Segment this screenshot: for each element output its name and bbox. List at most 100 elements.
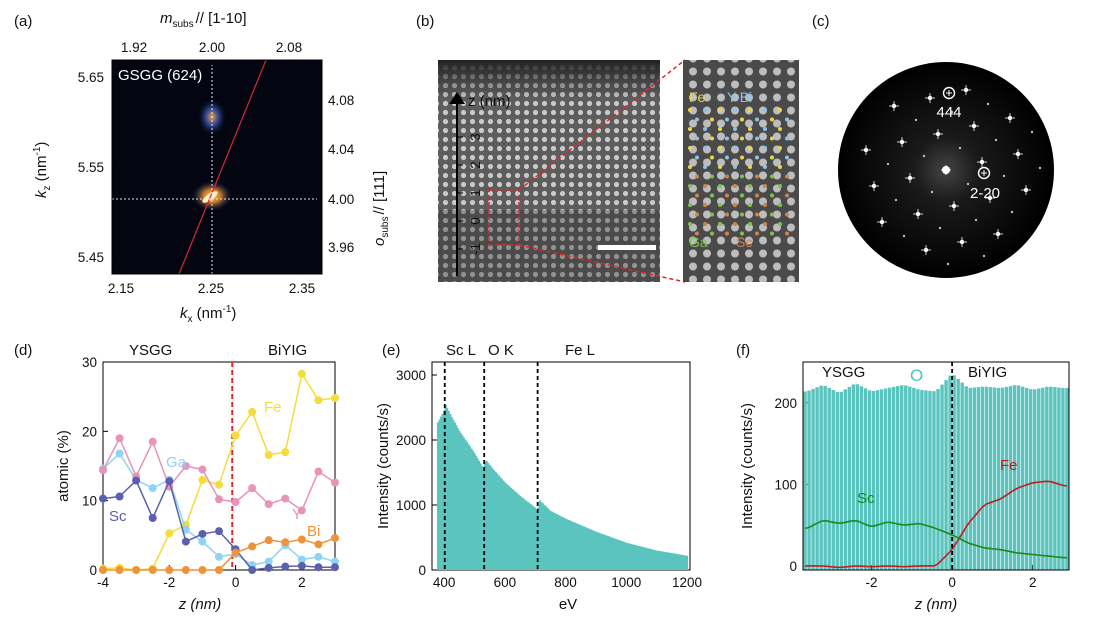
atom-dot <box>688 203 692 207</box>
spectrum-bar <box>453 422 456 570</box>
bottom-tick-label: 2.25 <box>198 281 224 296</box>
fft-spot-weak <box>946 262 950 266</box>
spectrum-bar <box>594 531 598 570</box>
series-point-bi <box>297 535 306 544</box>
atom-dot <box>718 165 722 169</box>
atom-dot <box>695 193 699 198</box>
series-point-fe <box>331 394 339 403</box>
atom-dot <box>725 193 729 198</box>
atom-dot <box>703 165 707 169</box>
spectrum-bar <box>546 507 549 570</box>
series-point-y <box>331 478 339 487</box>
spectrum-bar <box>622 541 625 570</box>
rsm-relaxation-line <box>178 59 267 275</box>
spectrum-bar <box>500 478 503 570</box>
y-tick-label: 0 <box>89 563 97 578</box>
series-point-fe <box>314 396 323 405</box>
region-right: BiYIG <box>268 342 307 359</box>
spectrum-bar <box>461 435 464 570</box>
legend-label-bi: Bi <box>307 523 320 540</box>
spectrum-bar <box>608 536 611 570</box>
spectrum-bar <box>611 537 614 570</box>
atom-dot <box>748 127 752 131</box>
o-profile-bar <box>908 386 912 570</box>
o-profile-bar <box>1033 389 1037 570</box>
x-tick-label: 800 <box>554 575 577 590</box>
spectrum-bar <box>467 444 470 570</box>
o-profile-bar <box>1061 387 1065 570</box>
spectrum-bar <box>518 495 522 570</box>
fft-spots <box>861 85 1042 266</box>
series-point-ga <box>314 552 323 561</box>
atom-dot <box>778 146 782 150</box>
y-tick-label: 100 <box>774 477 797 492</box>
left-tick-label: 5.55 <box>78 160 104 175</box>
spectrum-bar <box>623 542 626 570</box>
o-profile-bar <box>851 384 856 570</box>
atom-dot <box>785 155 789 160</box>
y-tick-label: 200 <box>774 396 797 411</box>
spectrum-bar <box>603 534 607 570</box>
series-point-ga <box>297 555 306 564</box>
spectrum-bar <box>646 548 649 570</box>
fft-spot-weak <box>922 154 926 158</box>
spectrum-bar <box>547 509 550 570</box>
atom-dot <box>748 222 752 226</box>
series-point-y <box>215 495 223 504</box>
spectrum-bar <box>640 546 643 570</box>
o-profile-bar <box>980 386 985 570</box>
o-profile-bar <box>1037 388 1041 570</box>
atom-dot <box>703 127 707 131</box>
spectrum-bar <box>632 544 635 570</box>
o-profile-bar <box>867 390 872 570</box>
atom-dot <box>718 203 722 207</box>
series-point-ga <box>331 557 339 566</box>
series-point-ga <box>198 537 207 546</box>
o-profile-bar <box>936 389 940 570</box>
spectrum-bar <box>474 455 478 570</box>
spectrum-bar <box>476 458 479 570</box>
panel-a-label: (a) <box>14 13 32 30</box>
spectrum-bar <box>438 419 441 570</box>
rsm-top-axis: 1.92 2.00 2.08 msubs// [1-10] <box>121 10 302 65</box>
spectrum-bar <box>676 554 679 570</box>
fft-spot-weak <box>938 226 942 230</box>
spectrum-bar <box>657 550 660 570</box>
spectrum-bar <box>637 545 640 570</box>
o-profile-bar <box>976 387 981 570</box>
atom-dot <box>748 203 752 207</box>
spectrum-bar <box>491 468 494 570</box>
spectrum-bar <box>508 486 511 570</box>
series-point-bi <box>281 538 290 547</box>
profile-label-sc: Sc <box>857 490 875 507</box>
spectrum-bar <box>576 523 579 570</box>
o-profile-bar <box>887 387 892 570</box>
zoom-box <box>488 189 520 246</box>
y-tick-label: 2000 <box>396 433 426 448</box>
spectrum-bar <box>517 494 520 570</box>
atom-dot <box>770 174 774 179</box>
e-xlabel: eV <box>559 596 577 613</box>
spectrum-bar <box>559 516 563 570</box>
spectrum-bar <box>591 530 594 570</box>
spectrum-bar <box>535 510 538 570</box>
x-tick-label: 1000 <box>611 575 641 590</box>
fft-spot-weak <box>902 234 906 238</box>
series-point-bi <box>115 566 124 574</box>
atom-dot <box>778 165 782 169</box>
spectrum-bar <box>575 523 578 570</box>
panel-d-label: (d) <box>14 342 32 359</box>
o-profile-bar <box>847 386 852 570</box>
series-point-bi <box>165 566 174 574</box>
panel-c: (c) 444 2-20 <box>812 13 1055 282</box>
atom-dot <box>733 108 737 112</box>
series-point-y <box>148 437 157 446</box>
series-point-y <box>231 498 240 507</box>
spectrum-bar <box>619 540 622 570</box>
spectrum-bar <box>667 552 670 570</box>
o-profile-bar <box>883 388 888 570</box>
spectrum-bar <box>512 490 516 570</box>
atom-dot <box>733 127 737 131</box>
atom-dot <box>770 117 774 122</box>
